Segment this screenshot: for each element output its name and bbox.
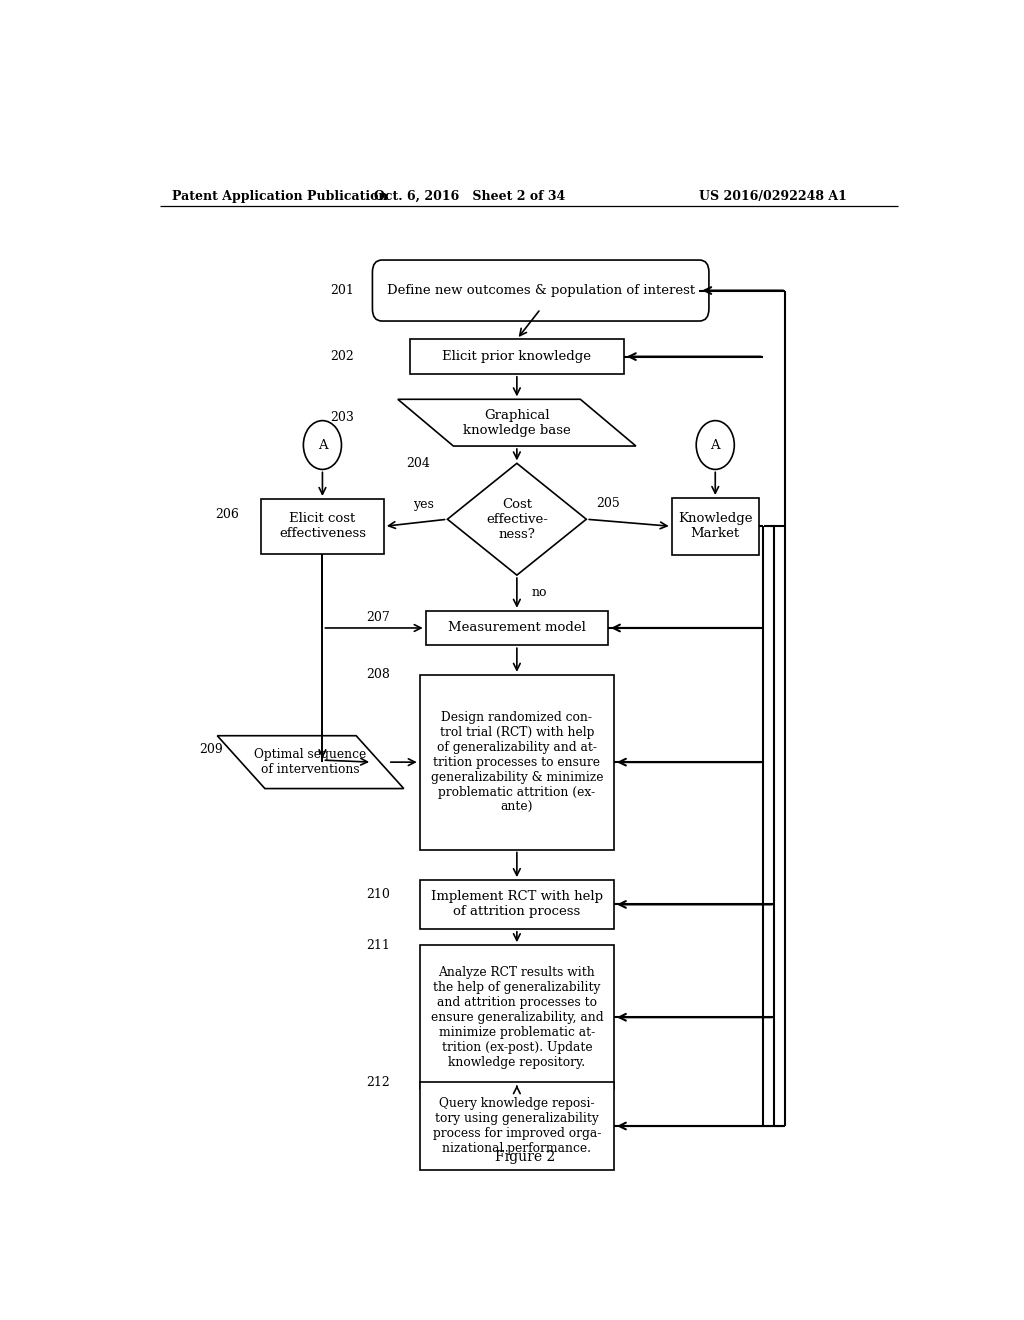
Bar bbox=[410, 339, 624, 374]
Text: Query knowledge reposi-
tory using generalizability
process for improved orga-
n: Query knowledge reposi- tory using gener… bbox=[433, 1097, 601, 1155]
Text: 203: 203 bbox=[331, 411, 354, 424]
Text: 205: 205 bbox=[596, 498, 620, 511]
Circle shape bbox=[696, 421, 734, 470]
Bar bbox=[420, 1082, 614, 1170]
Text: Design randomized con-
trol trial (RCT) with help
of generalizability and at-
tr: Design randomized con- trol trial (RCT) … bbox=[431, 710, 603, 813]
Circle shape bbox=[303, 421, 341, 470]
Text: Analyze RCT results with
the help of generalizability
and attrition processes to: Analyze RCT results with the help of gen… bbox=[430, 966, 603, 1069]
Text: Elicit cost
effectiveness: Elicit cost effectiveness bbox=[279, 512, 366, 540]
Text: Optimal sequence
of interventions: Optimal sequence of interventions bbox=[254, 748, 367, 776]
Text: 204: 204 bbox=[406, 457, 430, 470]
Text: no: no bbox=[531, 586, 547, 599]
Text: Figure 2: Figure 2 bbox=[495, 1150, 555, 1163]
FancyBboxPatch shape bbox=[373, 260, 709, 321]
Polygon shape bbox=[447, 463, 587, 576]
Bar bbox=[420, 675, 614, 850]
Text: 210: 210 bbox=[366, 888, 390, 900]
Text: 212: 212 bbox=[367, 1076, 390, 1089]
Polygon shape bbox=[217, 735, 403, 788]
Bar bbox=[420, 945, 614, 1089]
Text: A: A bbox=[317, 438, 328, 451]
Bar bbox=[426, 611, 608, 645]
Text: Patent Application Publication: Patent Application Publication bbox=[172, 190, 387, 202]
Text: Implement RCT with help
of attrition process: Implement RCT with help of attrition pro… bbox=[431, 891, 603, 919]
Text: US 2016/0292248 A1: US 2016/0292248 A1 bbox=[699, 190, 847, 202]
Bar bbox=[420, 880, 614, 929]
Text: Graphical
knowledge base: Graphical knowledge base bbox=[463, 409, 570, 437]
Text: yes: yes bbox=[413, 498, 434, 511]
Text: Cost
effective-
ness?: Cost effective- ness? bbox=[486, 498, 548, 541]
Text: 202: 202 bbox=[331, 350, 354, 363]
Text: Define new outcomes & population of interest: Define new outcomes & population of inte… bbox=[387, 284, 694, 297]
Text: Knowledge
Market: Knowledge Market bbox=[678, 512, 753, 540]
Text: A: A bbox=[711, 438, 720, 451]
Text: 207: 207 bbox=[367, 611, 390, 624]
Text: 208: 208 bbox=[366, 668, 390, 681]
Text: Oct. 6, 2016   Sheet 2 of 34: Oct. 6, 2016 Sheet 2 of 34 bbox=[374, 190, 565, 202]
Bar bbox=[261, 499, 384, 554]
Text: 201: 201 bbox=[331, 284, 354, 297]
Text: Elicit prior knowledge: Elicit prior knowledge bbox=[442, 350, 592, 363]
Text: 206: 206 bbox=[215, 508, 240, 520]
Text: 211: 211 bbox=[366, 939, 390, 952]
Polygon shape bbox=[397, 399, 636, 446]
Bar bbox=[672, 498, 759, 554]
Text: Measurement model: Measurement model bbox=[447, 622, 586, 635]
Text: 209: 209 bbox=[200, 743, 223, 756]
